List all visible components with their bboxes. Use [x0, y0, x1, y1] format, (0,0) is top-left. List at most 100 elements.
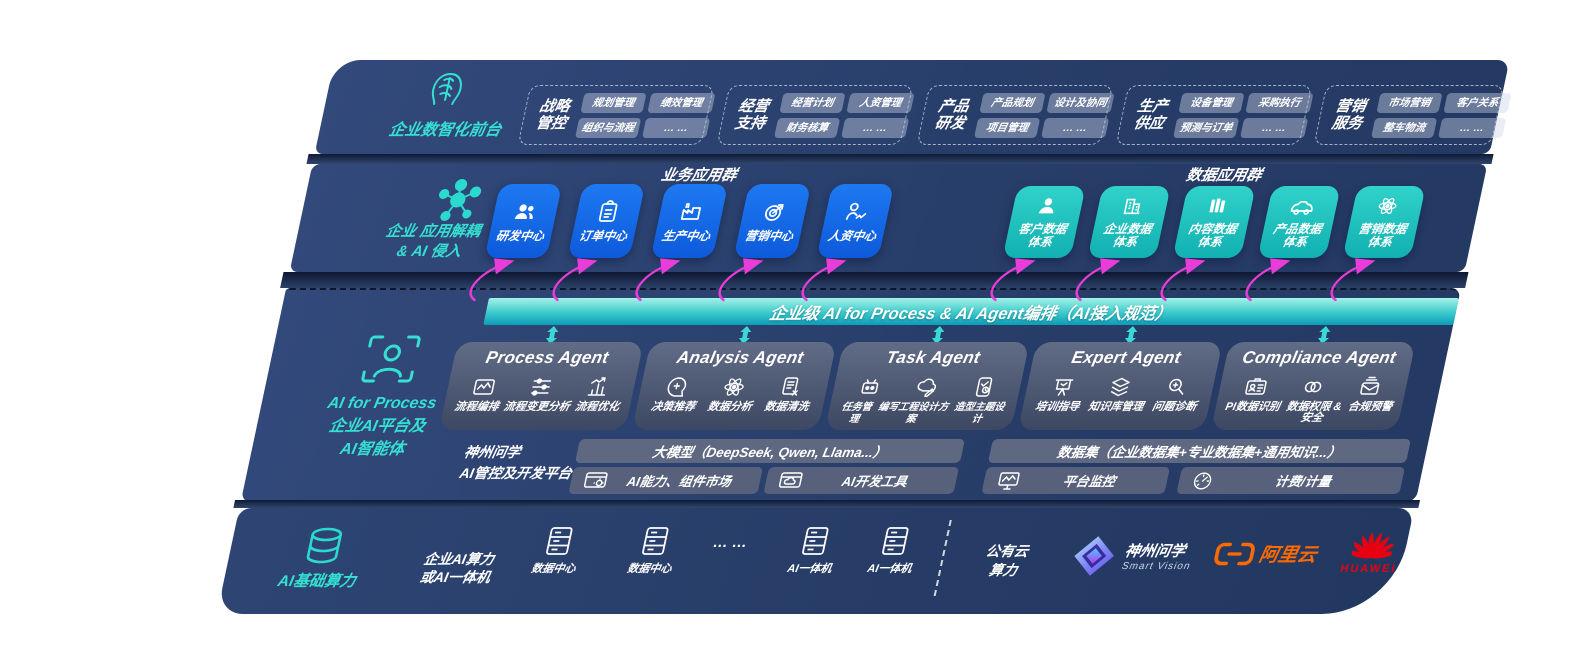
front-pill: 规划管理	[580, 92, 647, 113]
alicloud-name: 阿里云	[1257, 545, 1319, 566]
front-pill: 组织与流程	[575, 117, 642, 138]
team-icon	[510, 200, 541, 224]
diagram-panel: 企业数智化前台 战略 管控 规划管理 绩效管理 组织与流程 … … 经营 支持 经营…	[216, 58, 1512, 620]
agent-process: Process Agent 流程编排 流程变更分析 流程优化	[438, 342, 644, 430]
front-pill: 预测与订单	[1173, 117, 1240, 138]
front-group-supply: 生产 供应 设备管理 采购执行 预测与订单 … …	[1115, 85, 1314, 145]
data-group-title: 数据应用群	[1184, 167, 1264, 184]
monitor-chart-icon	[994, 470, 1024, 492]
front-pill: 项目管理	[974, 117, 1041, 138]
front-pill: 绩效管理	[647, 92, 716, 113]
agent-compliance: Compliance Agent PI数据识别 数据权限 & 安全 合规预警	[1210, 342, 1416, 430]
server-icon	[529, 526, 589, 556]
connector-arrows-magenta	[283, 254, 1468, 302]
node-datacenter-1: 数据中心	[525, 526, 590, 576]
layers-icon	[1106, 375, 1135, 399]
training-icon	[1049, 375, 1078, 399]
platform-cell-ai-market: AI能力、组件市场	[568, 467, 764, 494]
window-cloud-icon	[776, 470, 806, 492]
model-bar: 大模型（DeepSeek, Qwen, Llama...）	[574, 439, 966, 463]
infra-layer-band: AI基础算力 企业AI算力 或AI一体机 数据中心 数据中心 … … AI一体机…	[216, 508, 1415, 614]
front-pill: … …	[841, 117, 910, 138]
business-app-rd-center: 研发中心	[484, 184, 563, 258]
front-pill: … …	[1240, 117, 1309, 138]
business-app-production-center: 生产中心	[650, 184, 729, 258]
dataset-bar: 数据集（企业数据集+专业数据集+通用知识...）	[987, 439, 1412, 463]
infra-layer-label: AI基础算力	[276, 573, 358, 590]
front-group-title: 生产 供应	[1132, 98, 1170, 132]
platform-cell-monitoring: 平台监控	[981, 467, 1171, 494]
front-pill: 经营计划	[779, 92, 846, 113]
front-pill: 客户关系	[1443, 92, 1512, 113]
scan-person-icon	[357, 332, 424, 386]
front-pill: 市场营销	[1376, 92, 1443, 113]
clipboard-icon	[594, 199, 623, 224]
front-pill: 设计及协同	[1046, 92, 1115, 113]
front-group-operation: 经营 支持 经营计划 人资管理 财务核算 … …	[716, 85, 915, 145]
data-app-marketing: 营销数据 体系	[1342, 186, 1426, 258]
front-group-title: 营销 服务	[1330, 98, 1368, 132]
database-icon	[299, 526, 350, 568]
public-cloud-label: 公有云 算力	[984, 543, 1030, 578]
id-card-icon	[1242, 375, 1271, 399]
nodes-ellipsis: … …	[711, 534, 749, 551]
atom-icon	[1373, 195, 1402, 217]
building-icon	[1118, 195, 1147, 217]
robot-icon	[856, 375, 885, 399]
books-icon	[1203, 195, 1232, 217]
smartvision-name-cn: 神州问学	[1123, 543, 1187, 560]
data-app-product: 产品数据 体系	[1257, 186, 1341, 258]
data-app-enterprise: 企业数据 体系	[1087, 186, 1171, 258]
business-app-order-center: 订单中心	[567, 184, 646, 258]
front-pill: … …	[1041, 117, 1110, 138]
front-pill: 采购执行	[1245, 92, 1314, 113]
factory-icon	[677, 200, 706, 224]
huawei-name: HUAWEI	[1339, 563, 1398, 575]
layer-step-edge	[233, 500, 1421, 508]
clean-doc-icon	[776, 375, 805, 399]
cloud-pen-icon	[913, 375, 942, 399]
hr-person-icon	[843, 200, 872, 224]
data-app-content: 内容数据 体系	[1172, 186, 1256, 258]
permission-link-icon	[1299, 375, 1328, 399]
brain-icon	[419, 66, 475, 112]
optimize-icon	[583, 375, 612, 399]
enterprise-compute-label: 企业AI算力 或AI一体机	[418, 551, 496, 585]
decision-head-icon	[663, 375, 692, 399]
person-icon	[1033, 195, 1062, 217]
ai-layer-band: 企业级 AI for Process & AI Agent编排（AI接入规范） …	[240, 288, 1462, 502]
divider-dashed	[933, 520, 952, 596]
alert-mail-icon	[1355, 375, 1384, 399]
front-pill: 财务核算	[774, 117, 841, 138]
front-group-title: 战略 管控	[534, 98, 572, 132]
front-pill: 人资管理	[846, 92, 915, 113]
smartvision-logo: 神州问学 Smart Vision	[1067, 534, 1197, 578]
layer-step-edge	[306, 154, 1494, 164]
front-pill: 整车物流	[1371, 117, 1438, 138]
gauge-icon	[1189, 470, 1217, 492]
data-app-customer: 客户数据 体系	[1002, 186, 1086, 258]
business-app-marketing-center: 营销中心	[733, 184, 812, 258]
molecule-icon	[428, 176, 488, 224]
tablet-check-icon	[969, 375, 998, 399]
business-app-hr-center: 人资中心	[816, 184, 895, 258]
front-group-title: 产品 研发	[933, 98, 971, 132]
server-icon	[865, 526, 925, 556]
atom-icon	[720, 375, 749, 399]
node-datacenter-2: 数据中心	[621, 526, 686, 576]
window-gear-icon	[581, 470, 611, 492]
front-layer-band: 企业数智化前台 战略 管控 规划管理 绩效管理 组织与流程 … … 经营 支持 经营…	[314, 60, 1512, 154]
front-group-strategy: 战略 管控 规划管理 绩效管理 组织与流程 … …	[517, 85, 716, 145]
huawei-logo: HUAWEI	[1330, 526, 1414, 575]
agent-task: Task Agent 任务管理 编写工程设计方案 造型主题设计	[824, 342, 1030, 430]
diagnose-icon	[1162, 375, 1191, 399]
flow-box-icon	[470, 375, 499, 399]
agent-expert: Expert Agent 培训指导 知识库管理 问题诊断	[1017, 342, 1223, 430]
smartvision-name-en: Smart Vision	[1120, 561, 1192, 572]
server-icon	[785, 526, 845, 556]
alicloud-logo: 阿里云	[1212, 540, 1320, 567]
business-group-title: 业务应用群	[659, 167, 739, 184]
target-icon	[760, 200, 789, 224]
node-ai-appliance-2: AI一体机	[861, 526, 926, 576]
